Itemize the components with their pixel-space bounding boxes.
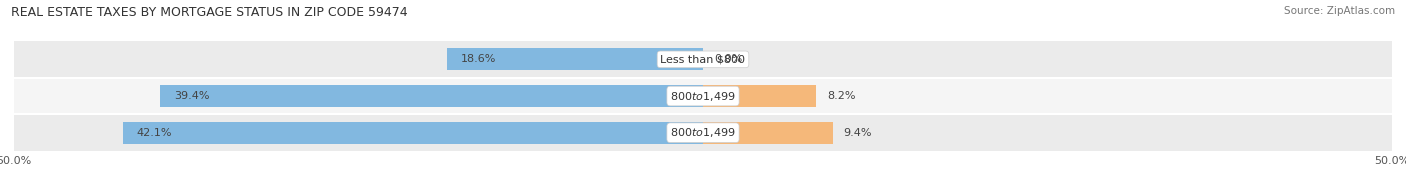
Text: REAL ESTATE TAXES BY MORTGAGE STATUS IN ZIP CODE 59474: REAL ESTATE TAXES BY MORTGAGE STATUS IN …: [11, 6, 408, 19]
Text: 18.6%: 18.6%: [461, 54, 496, 64]
Bar: [160, 85, 703, 107]
Text: 39.4%: 39.4%: [174, 91, 209, 101]
Text: $800 to $1,499: $800 to $1,499: [671, 126, 735, 139]
Bar: [703, 122, 832, 144]
Text: $800 to $1,499: $800 to $1,499: [671, 90, 735, 103]
Bar: [14, 114, 1392, 151]
Text: 9.4%: 9.4%: [844, 128, 872, 138]
Text: Less than $800: Less than $800: [661, 54, 745, 64]
Text: 0.0%: 0.0%: [714, 54, 742, 64]
Bar: [14, 41, 1392, 78]
Bar: [703, 85, 815, 107]
Bar: [447, 48, 703, 70]
Text: Source: ZipAtlas.com: Source: ZipAtlas.com: [1284, 6, 1395, 16]
Text: 42.1%: 42.1%: [136, 128, 172, 138]
Text: 8.2%: 8.2%: [827, 91, 855, 101]
Bar: [14, 78, 1392, 114]
Bar: [122, 122, 703, 144]
